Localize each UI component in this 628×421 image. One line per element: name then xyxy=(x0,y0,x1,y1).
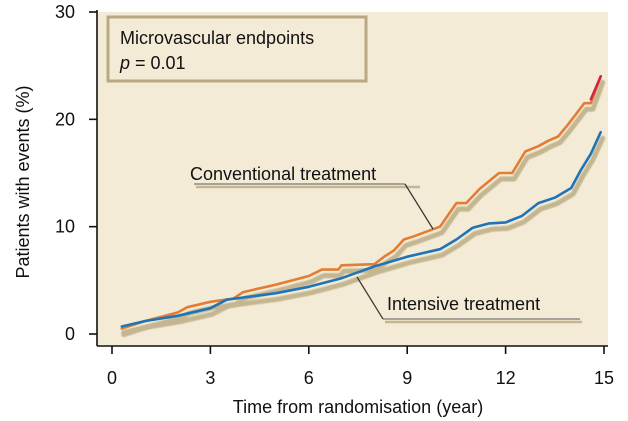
y-tick-label: 20 xyxy=(55,109,75,129)
p-symbol: p xyxy=(119,53,130,73)
series-shadows xyxy=(121,79,606,338)
series-line-intensive xyxy=(120,130,602,328)
series-shadow-intensive xyxy=(121,135,606,335)
legend-box-pvalue: p = 0.01 xyxy=(119,53,186,73)
x-tick-label: 0 xyxy=(107,368,117,388)
legend-box-border xyxy=(106,15,368,83)
x-tick-label: 6 xyxy=(304,368,314,388)
intensive-label-pointer xyxy=(356,276,384,320)
x-tick-label: 15 xyxy=(594,368,614,388)
axes: 0 10 20 30 0 3 6 9 12 15 Time from randomisation… xyxy=(13,2,614,417)
y-axis-ticks: 0 10 20 30 xyxy=(55,2,97,344)
legend-box: Microvascular endpoints p = 0.01 xyxy=(106,15,368,83)
p-value: = 0.01 xyxy=(130,53,186,73)
x-axis-ticks: 0 3 6 9 12 15 xyxy=(107,346,614,388)
y-tick-label: 0 xyxy=(65,324,75,344)
y-tick-label: 10 xyxy=(55,217,75,237)
series-line-conventional xyxy=(120,75,602,330)
series-lines xyxy=(120,75,603,330)
x-tick-label: 12 xyxy=(496,368,516,388)
x-tick-label: 9 xyxy=(402,368,412,388)
x-axis-title: Time from randomisation (year) xyxy=(233,397,483,417)
series-end-accent xyxy=(589,75,603,101)
x-tick-label: 3 xyxy=(205,368,215,388)
y-axis-title: Patients with events (%) xyxy=(13,85,33,278)
legend-box-title: Microvascular endpoints xyxy=(120,28,314,48)
conventional-treatment-label: Conventional treatment xyxy=(190,164,376,184)
plot-background xyxy=(97,12,608,346)
series-annotations: Conventional treatment Intensive treatme… xyxy=(190,164,582,324)
y-tick-label: 30 xyxy=(55,2,75,22)
conventional-label-pointer xyxy=(404,183,434,230)
intensive-treatment-label: Intensive treatment xyxy=(387,294,540,314)
